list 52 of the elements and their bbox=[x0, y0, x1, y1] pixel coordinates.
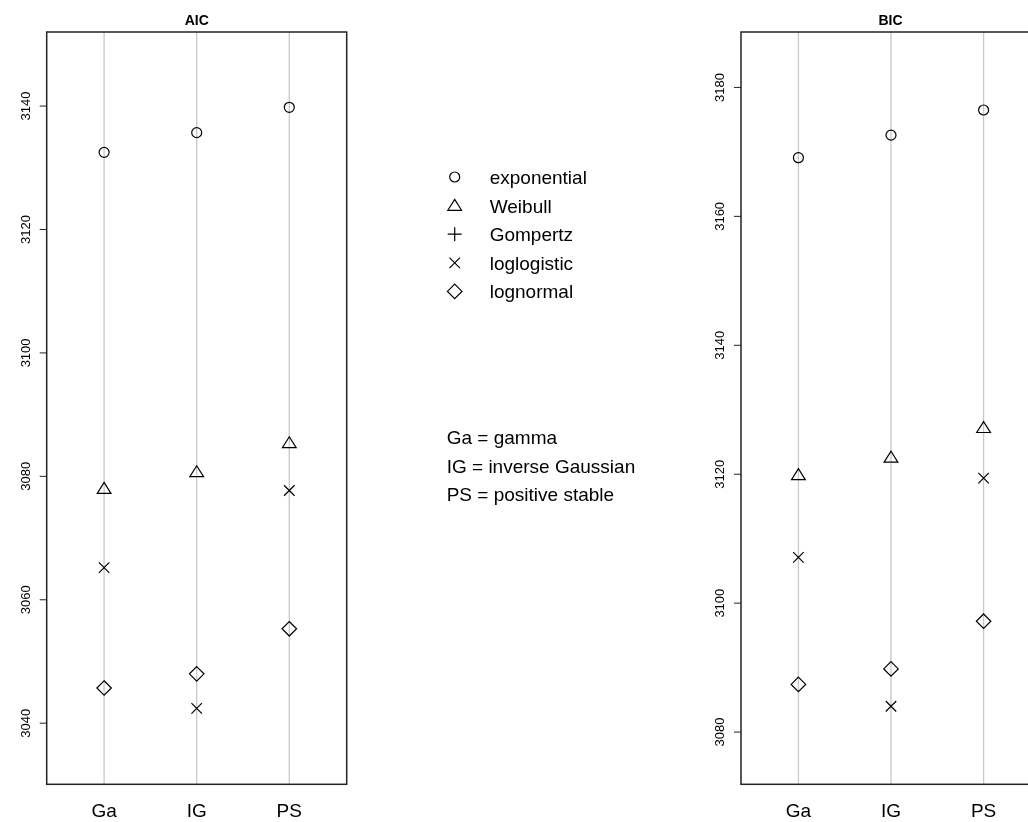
legend-label: loglogistic bbox=[489, 252, 574, 274]
y-tick-label: 3080 bbox=[712, 717, 727, 747]
y-tick-label: 3040 bbox=[17, 708, 33, 738]
point bbox=[792, 551, 805, 564]
point bbox=[792, 152, 805, 164]
y-tick-label: 3100 bbox=[17, 338, 33, 368]
point bbox=[190, 702, 203, 715]
text: IG = inverse Gaussian bbox=[446, 455, 636, 477]
point bbox=[191, 127, 203, 139]
legend-label: Gompertz bbox=[489, 224, 574, 246]
y-tick-label: 3100 bbox=[712, 588, 727, 618]
point bbox=[883, 450, 899, 463]
point bbox=[96, 481, 112, 494]
point bbox=[281, 620, 298, 637]
point bbox=[281, 436, 297, 449]
x-tick-label: IG bbox=[186, 800, 207, 821]
text: Ga = gamma bbox=[446, 427, 558, 448]
y-tick-label: 3120 bbox=[712, 459, 727, 489]
point bbox=[98, 561, 110, 574]
point bbox=[96, 680, 112, 696]
point bbox=[283, 484, 296, 497]
y-tick-label: 3160 bbox=[712, 201, 727, 231]
point bbox=[790, 468, 806, 481]
x-tick-label: PS bbox=[276, 800, 302, 821]
y-tick-label: 3180 bbox=[712, 72, 727, 102]
point bbox=[977, 104, 990, 116]
legend-label: lognormal bbox=[489, 281, 574, 303]
point bbox=[790, 676, 807, 693]
y-tick-label: 3080 bbox=[17, 461, 33, 491]
y-tick-label: 3140 bbox=[17, 91, 33, 121]
x-tick-label: Ga bbox=[785, 800, 812, 821]
x-tick-label: IG bbox=[880, 800, 902, 821]
chart-title: BIC bbox=[878, 12, 903, 28]
legend-label: exponential bbox=[489, 167, 587, 188]
legend-label: Weibull bbox=[489, 195, 552, 217]
x-tick-label: Ga bbox=[91, 800, 118, 821]
y-tick-label: 3060 bbox=[17, 585, 33, 615]
text: PS = positive stable bbox=[446, 484, 615, 506]
point bbox=[188, 665, 205, 682]
y-tick-label: 3120 bbox=[17, 215, 33, 244]
y-tick-label: 3140 bbox=[712, 330, 727, 360]
point bbox=[283, 101, 295, 113]
point bbox=[885, 700, 897, 713]
point bbox=[189, 465, 205, 478]
point bbox=[98, 146, 110, 158]
point bbox=[977, 472, 990, 484]
chart-title: AIC bbox=[184, 12, 209, 28]
point bbox=[883, 661, 899, 677]
point bbox=[885, 129, 897, 141]
point bbox=[976, 420, 992, 434]
point bbox=[975, 613, 992, 630]
x-tick-label: PS bbox=[970, 800, 997, 821]
